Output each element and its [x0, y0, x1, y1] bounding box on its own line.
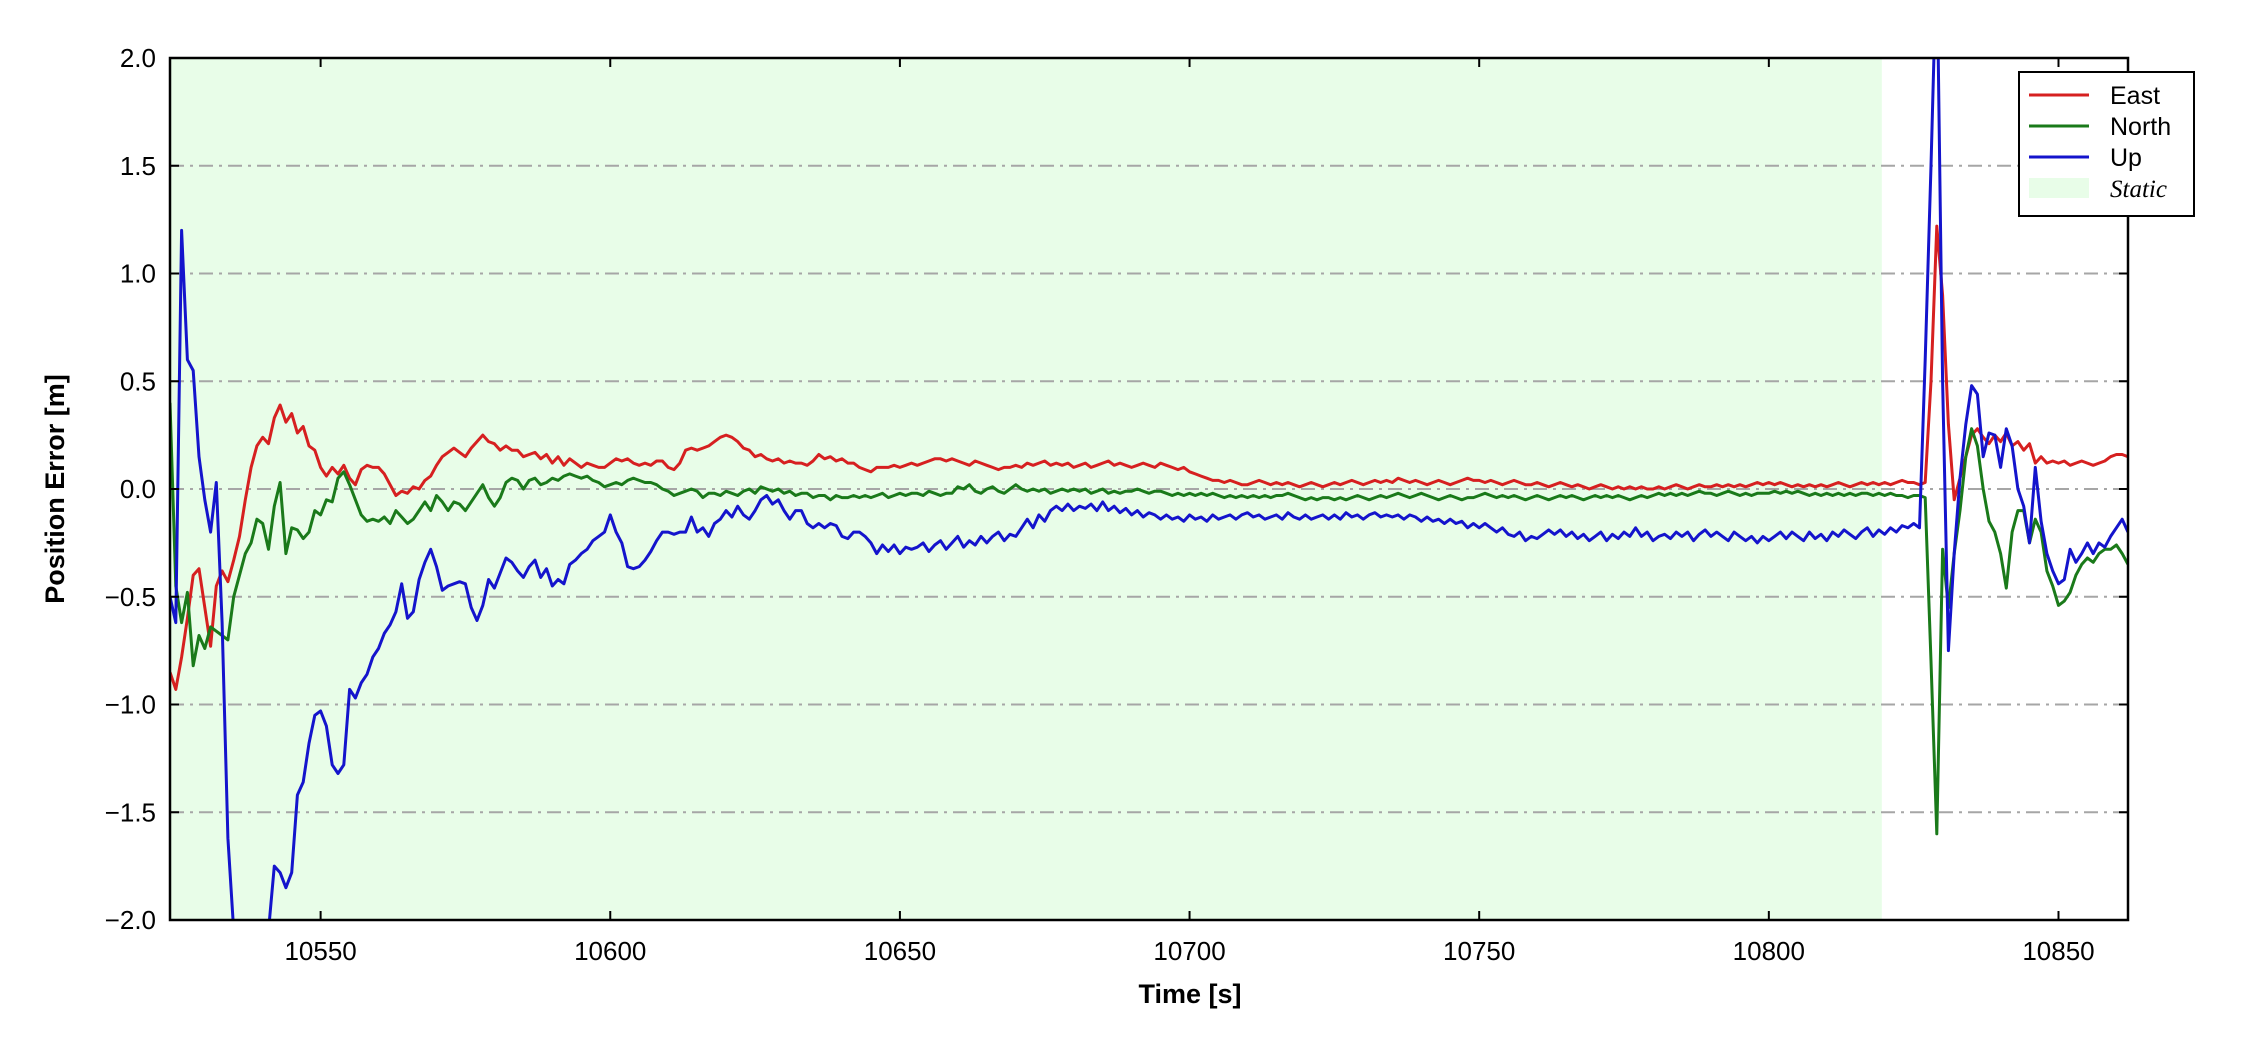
x-axis-title: Time [s] — [1138, 979, 1241, 1009]
x-tick-label: 10600 — [574, 936, 646, 966]
series-line-up — [170, 58, 2128, 920]
legend-label-east: East — [2110, 82, 2160, 110]
legend-label-static: Static — [2110, 176, 2167, 203]
x-tick-label: 10800 — [1733, 936, 1805, 966]
y-tick-label: 0.0 — [120, 474, 156, 504]
legend-label-up: Up — [2110, 144, 2142, 172]
x-tick-label: 10550 — [284, 936, 356, 966]
y-tick-label: 0.5 — [120, 366, 156, 396]
series-line-north — [170, 402, 2128, 836]
y-axis-title: Position Error [m] — [40, 374, 70, 604]
y-tick-label: 1.0 — [120, 259, 156, 289]
legend-swatch-static — [2029, 178, 2089, 198]
y-tick-label: −1.0 — [105, 690, 156, 720]
y-tick-label: 2.0 — [120, 43, 156, 73]
y-tick-label: 1.5 — [120, 151, 156, 181]
legend-label-north: North — [2110, 113, 2171, 141]
x-tick-label: 10650 — [864, 936, 936, 966]
x-tick-label: 10850 — [2022, 936, 2094, 966]
y-tick-label: −2.0 — [105, 905, 156, 935]
series-line-east — [170, 224, 2128, 691]
y-tick-label: −1.5 — [105, 797, 156, 827]
x-tick-label: 10750 — [1443, 936, 1515, 966]
legend: East North Up Static — [2018, 71, 2195, 217]
x-tick-label: 10700 — [1153, 936, 1225, 966]
y-tick-label: −0.5 — [105, 582, 156, 612]
